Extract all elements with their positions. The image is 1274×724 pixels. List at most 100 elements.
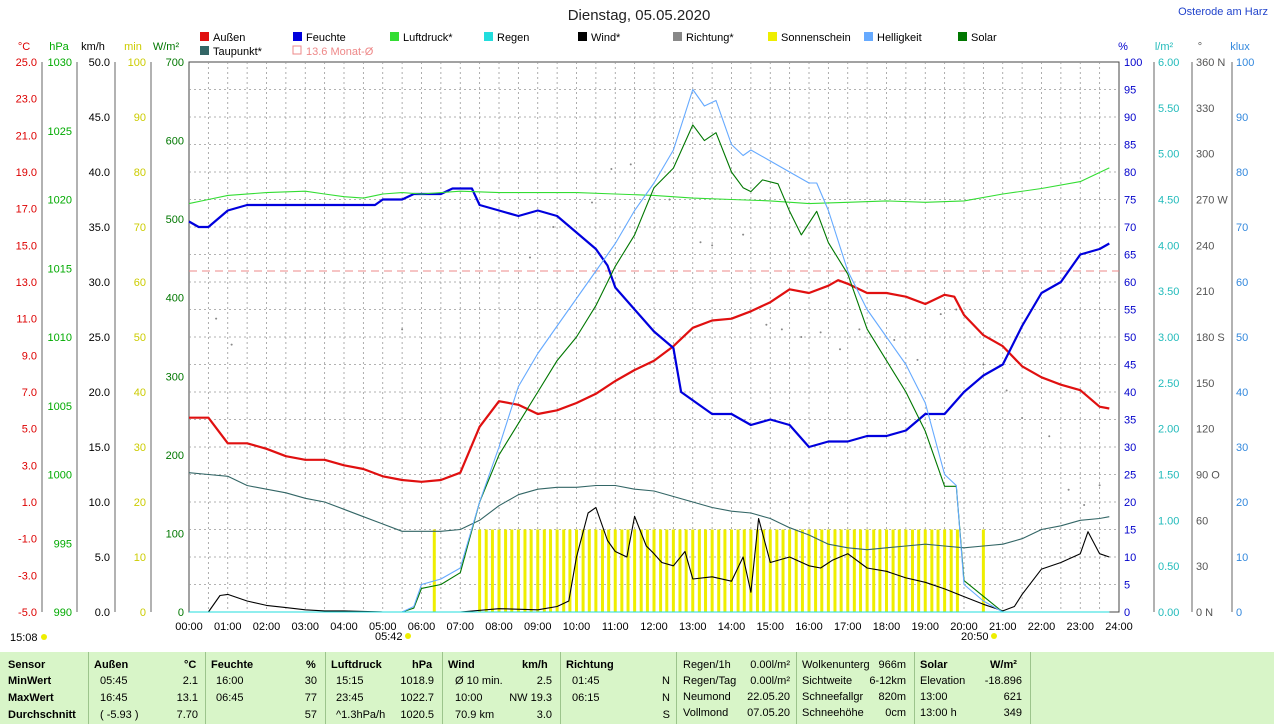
stat-extra2-value: 6-12km (869, 675, 906, 687)
tick-label-deg: 120 (1196, 424, 1214, 436)
tick-label-pct: 80 (1124, 167, 1136, 179)
sunshine-bar (504, 529, 508, 612)
tick-label-deg: 180 S (1196, 332, 1225, 344)
stat-luftdruck-time: ^1.3hPa/h (336, 709, 386, 721)
sunshine-bar (775, 529, 779, 612)
tick-label-deg: 270 W (1196, 195, 1228, 207)
sunshine-bar (833, 529, 837, 612)
sunshine-bar (742, 529, 746, 612)
tick-label-wm2: 300 (166, 371, 184, 383)
legend-swatch (864, 32, 873, 41)
tick-label-time: 14:00 (718, 621, 746, 633)
tick-label-klux: 60 (1236, 277, 1248, 289)
tick-label-kmh: 50.0 (89, 57, 110, 69)
tick-label-hpa: 1030 (48, 57, 72, 69)
sunshine-bar (704, 529, 708, 612)
legend-label: Sonnenschein (781, 32, 851, 44)
tick-label-temp: -1.0 (18, 534, 37, 546)
sunshine-bar (788, 529, 792, 612)
legend-label: Wind* (591, 32, 621, 44)
stat-aussen-value: 7.70 (176, 709, 198, 721)
sunshine-bar (904, 529, 908, 612)
tick-label-lm2: 0.50 (1158, 561, 1179, 573)
sunshine-bar (620, 529, 624, 612)
legend-swatch (673, 32, 682, 41)
sunrise-icon (405, 633, 411, 639)
grid (189, 62, 1119, 612)
header-solar-unit: W/m² (990, 659, 1017, 671)
legend-swatch (200, 46, 209, 55)
tick-label-temp: 11.0 (16, 314, 37, 326)
separator (1030, 652, 1031, 724)
sunshine-bar (755, 529, 759, 612)
tick-label-kmh: 25.0 (89, 332, 110, 344)
corner-time: 15:08 (10, 632, 38, 644)
legend-label: Außen (213, 32, 245, 44)
tick-label-pct: 50 (1124, 332, 1136, 344)
tick-label-klux: 50 (1236, 332, 1248, 344)
sunshine-bar (697, 529, 701, 612)
sunshine-bar (600, 529, 604, 612)
corner-sun-icon (41, 634, 47, 640)
direction-point (858, 328, 861, 331)
direction-point (800, 336, 803, 338)
location-link[interactable]: Osterode am Harz (1178, 6, 1268, 18)
sunshine-bar (684, 529, 688, 612)
sunshine-bar (562, 529, 566, 612)
tick-label-temp: -5.0 (18, 607, 37, 619)
direction-point (1048, 435, 1051, 438)
tick-label-time: 17:00 (834, 621, 862, 633)
sunshine-bar (781, 529, 785, 612)
stat-solar-value: 349 (1003, 707, 1022, 719)
stat-solar-value: -18.896 (984, 675, 1022, 687)
tick-label-hpa: 1005 (48, 401, 72, 413)
sunshine-bar (717, 529, 721, 612)
separator (560, 652, 561, 724)
sunshine-bar (555, 529, 559, 612)
header-luftdruck: Luftdruck (331, 659, 382, 671)
direction-point (916, 358, 919, 361)
tick-label-min: 70 (134, 222, 146, 234)
sunshine-bar (529, 529, 533, 612)
tick-label-hpa: 1020 (48, 195, 72, 207)
direction-point (529, 256, 531, 259)
sunshine-bar (955, 529, 959, 612)
series-line-luftdruck (188, 167, 1110, 205)
sunshine-bar (852, 529, 856, 612)
tick-label-pct: 10 (1124, 552, 1136, 564)
series-line-helligkeit (189, 88, 1110, 613)
stat-feuchte-time: 06:45 (216, 692, 244, 704)
series-line-außen (189, 279, 1110, 483)
legend-swatch (958, 32, 967, 41)
tick-label-lm2: 2.00 (1158, 424, 1179, 436)
tick-label-lm2: 4.00 (1158, 240, 1179, 252)
tick-label-pct: 30 (1124, 442, 1136, 454)
tick-label-pct: 45 (1124, 360, 1136, 372)
sunshine-bar (671, 529, 675, 612)
stat-wind-time: 70.9 km (455, 709, 495, 721)
axis-unit-min: min (124, 41, 142, 53)
header-feuchte-unit: % (306, 659, 316, 671)
tick-label-time: 04:00 (330, 621, 358, 633)
sunshine-bars (432, 529, 985, 612)
tick-label-pct: 5 (1124, 580, 1130, 592)
tick-label-min: 40 (134, 387, 146, 399)
sunshine-bar (710, 529, 714, 612)
sunshine-bar (768, 529, 772, 612)
sunshine-bar (917, 529, 921, 612)
sunshine-bar (981, 529, 985, 612)
legend: Außen Feuchte Luftdruck* Regen Wind* Richtung… (200, 32, 997, 58)
tick-label-kmh: 10.0 (89, 497, 110, 509)
sunshine-bar (581, 529, 585, 612)
tick-label-klux: 70 (1236, 222, 1248, 234)
chart-title: Dienstag, 05.05.2020 (568, 7, 711, 24)
direction-point (401, 328, 404, 331)
sunshine-bar (794, 529, 798, 612)
sunshine-bar (923, 529, 927, 612)
tick-label-pct: 90 (1124, 112, 1136, 124)
tick-label-pct: 65 (1124, 250, 1136, 262)
tick-label-min: 10 (134, 552, 146, 564)
stat-extra2-value: 820m (878, 691, 906, 703)
separator (442, 652, 443, 724)
header-sensor: Sensor (8, 659, 46, 671)
